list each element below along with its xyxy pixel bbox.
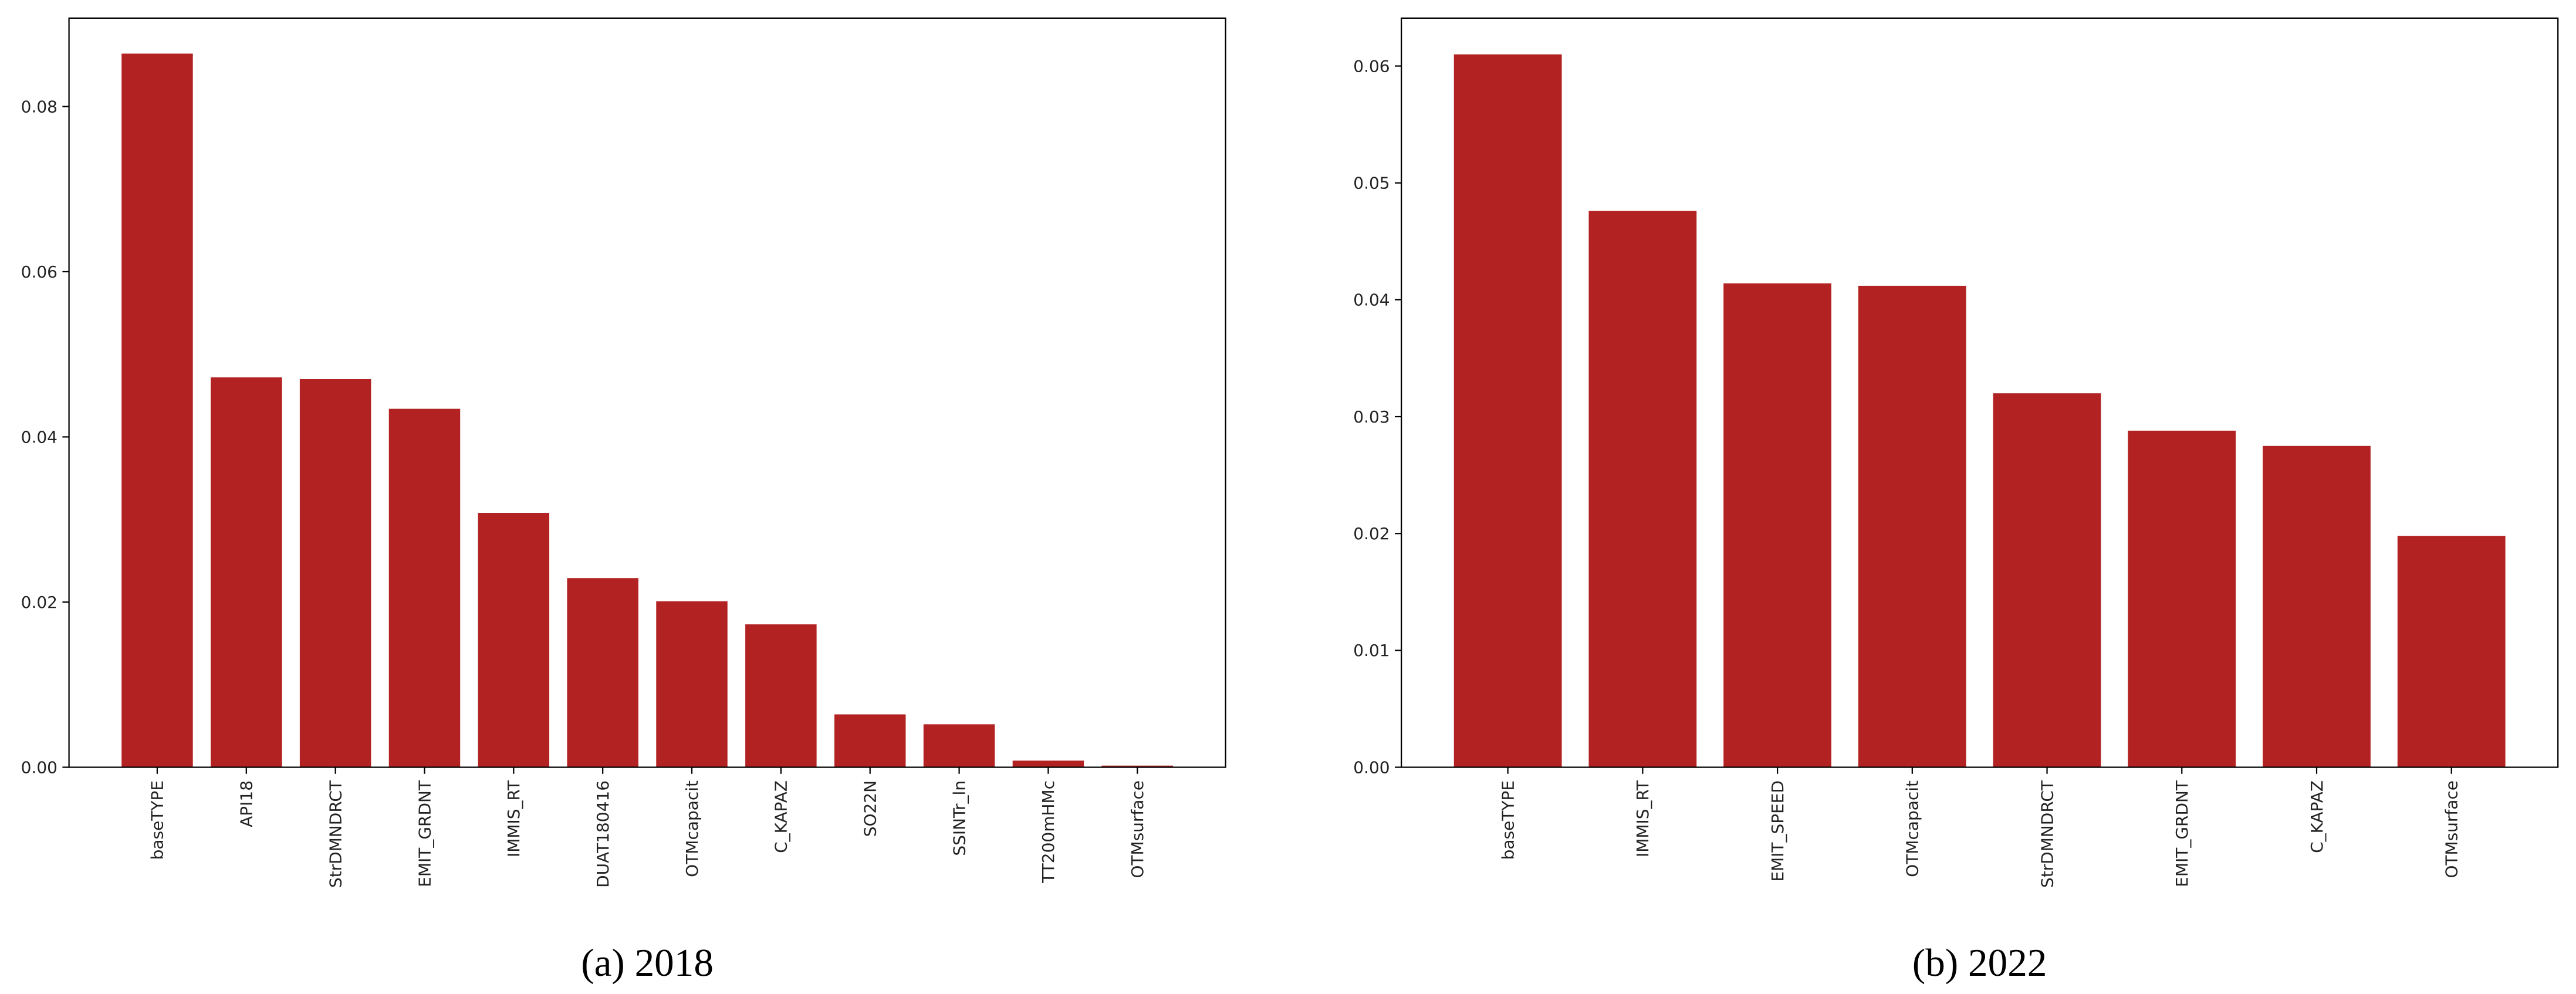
y-tick-label: 0.04 (21, 427, 58, 447)
x-tick-label: EMIT_GRDNT (2172, 780, 2192, 887)
x-tick-label: SO22N (861, 780, 880, 837)
bar (1858, 285, 1966, 768)
y-tick-label: 0.00 (1353, 758, 1390, 777)
y-tick-label: 0.00 (21, 758, 58, 777)
bar (923, 724, 995, 768)
x-tick-label: OTMcapacit (1903, 780, 1922, 877)
x-tick-label: OTMcapacit (682, 780, 702, 877)
x-tick-label: OTMsurface (2442, 780, 2462, 878)
x-tick-label: C_KAPAZ (772, 780, 791, 853)
bar (388, 408, 461, 768)
plot-frame (68, 17, 1226, 768)
y-tick-label: 0.06 (21, 262, 58, 282)
y-tick-label: 0.03 (1353, 407, 1390, 427)
x-tick-label: API18 (237, 780, 256, 827)
x-tick-label: StrDMNDRCT (326, 780, 345, 888)
bar (2128, 430, 2236, 768)
y-tick-label: 0.02 (1353, 524, 1390, 543)
y-tick-label: 0.05 (1353, 174, 1390, 193)
caption: (a) 2018 (581, 941, 714, 985)
x-tick-label: DUAT180416 (593, 780, 613, 888)
x-tick-label: baseTYPE (148, 780, 167, 860)
bar (1993, 393, 2101, 768)
x-tick-label: TT200mHMc (1039, 780, 1058, 884)
bar (656, 601, 728, 768)
x-tick-label: SSINTr_ln (949, 780, 969, 856)
bar (121, 53, 193, 768)
bar (1012, 760, 1084, 768)
y-tick-label: 0.02 (21, 593, 58, 612)
x-tick-label: OTMsurface (1128, 780, 1147, 878)
plot-frame (1401, 17, 2559, 768)
x-tick-label: baseTYPE (1498, 780, 1517, 860)
bar (1453, 54, 1562, 768)
x-tick-label: IMMIS_RT (1633, 780, 1652, 857)
bar (1723, 283, 1831, 768)
bar (2263, 445, 2371, 768)
bar (834, 714, 906, 768)
x-tick-label: EMIT_GRDNT (415, 780, 434, 887)
y-tick-label: 0.08 (21, 97, 58, 116)
y-tick-label: 0.06 (1353, 56, 1390, 76)
x-tick-label: StrDMNDRCT (2037, 780, 2057, 888)
x-tick-label: EMIT_SPEED (1768, 780, 1787, 882)
bar (2397, 536, 2506, 768)
bar (1588, 211, 1697, 768)
bar (567, 578, 638, 768)
x-tick-label: C_KAPAZ (2307, 780, 2327, 853)
caption: (b) 2022 (1912, 941, 2047, 985)
y-tick-label: 0.01 (1353, 641, 1390, 660)
bar (299, 378, 371, 768)
x-tick-label: IMMIS_RT (504, 780, 523, 857)
bar (745, 624, 817, 768)
y-tick-label: 0.04 (1353, 290, 1390, 310)
bar (1101, 765, 1174, 768)
bar (478, 513, 550, 768)
bar (211, 377, 282, 768)
